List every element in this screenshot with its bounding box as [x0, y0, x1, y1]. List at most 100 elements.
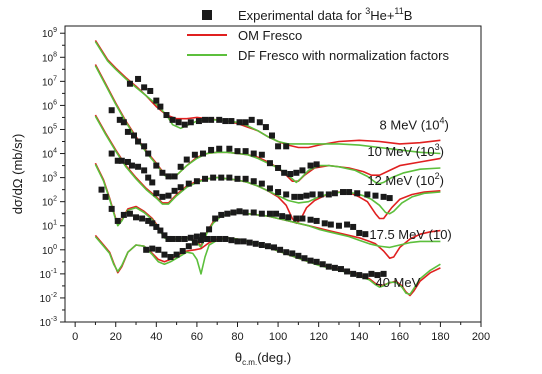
series-label-superscript: 4 — [440, 115, 445, 125]
data-point — [337, 266, 344, 273]
legend-label-superscript: 3 — [365, 6, 370, 16]
data-point — [230, 209, 237, 216]
y-tick-base: 10 — [42, 174, 54, 185]
data-point — [266, 185, 273, 192]
data-point — [181, 235, 188, 242]
y-tick-base: 10 — [42, 246, 54, 257]
data-point — [161, 251, 168, 258]
y-tick-base: 10 — [40, 318, 52, 329]
data-point — [283, 143, 290, 150]
data-point — [331, 190, 338, 197]
data-point — [362, 273, 369, 280]
data-point — [277, 246, 284, 253]
x-axis-label-subscript: c.m. — [242, 358, 257, 367]
series-label: 8 MeV (104) — [380, 115, 449, 132]
data-point — [193, 178, 200, 185]
y-tick-exponent: -3 — [51, 316, 57, 323]
data-point — [177, 163, 184, 170]
data-point — [208, 146, 215, 153]
data-point — [177, 184, 184, 191]
data-point — [319, 261, 326, 268]
data-point — [163, 112, 170, 119]
series-labels: 8 MeV (104)10 MeV (103)12 MeV (102)17.5 … — [367, 115, 451, 290]
data-point — [175, 235, 182, 242]
data-point — [309, 191, 316, 198]
data-point — [153, 162, 160, 169]
data-point — [350, 270, 357, 277]
data-point — [222, 118, 229, 125]
x-axis-label-rest: (deg.) — [257, 350, 291, 365]
data-point — [228, 237, 235, 244]
data-point — [252, 240, 259, 247]
series-label: 10 MeV (103) — [367, 142, 444, 159]
data-point — [240, 238, 247, 245]
y-tick-label: 106 — [42, 99, 57, 112]
data-point — [187, 119, 194, 126]
data-point — [344, 221, 351, 228]
data-point — [114, 157, 121, 164]
y-tick-base: 10 — [40, 270, 52, 281]
x-tick-label: 200 — [472, 331, 490, 343]
data-point — [108, 205, 115, 212]
data-point — [275, 143, 282, 150]
data-point — [258, 241, 265, 248]
data-point — [354, 190, 361, 197]
data-point — [307, 162, 314, 169]
y-tick-exponent: 0 — [53, 244, 57, 251]
data-point — [356, 272, 363, 279]
legend-label: OM Fresco — [238, 28, 302, 43]
data-point — [258, 180, 265, 187]
data-point — [124, 158, 131, 165]
data-point — [139, 215, 146, 222]
y-tick-label: 10-3 — [40, 316, 57, 329]
data-point — [246, 239, 253, 246]
data-point — [331, 264, 338, 271]
y-tick-label: 102 — [42, 196, 57, 209]
data-point — [291, 193, 298, 200]
data-point — [307, 216, 314, 223]
data-point — [153, 97, 160, 104]
data-point — [157, 103, 164, 110]
data-point — [299, 215, 306, 222]
data-point — [313, 217, 320, 224]
data-point — [102, 193, 109, 200]
y-axis-label: dσ/dΩ (mb/sr) — [10, 134, 25, 215]
data-points — [98, 75, 393, 280]
y-tick-label: 107 — [42, 75, 57, 88]
data-point — [149, 220, 156, 227]
series-label-text: 10 MeV (10 — [367, 144, 434, 159]
data-point — [287, 171, 294, 177]
data-point — [224, 210, 231, 217]
data-point — [218, 211, 225, 218]
data-point — [250, 178, 257, 185]
axes: 0 20 40 60 80 100 120 140 160 180 2001091081071061… — [10, 25, 490, 367]
series-label-text: 17.5 MeV (10) — [369, 227, 451, 242]
data-point — [185, 243, 192, 250]
data-point — [141, 167, 148, 174]
data-point — [283, 249, 290, 256]
y-tick-exponent: 8 — [53, 51, 57, 58]
data-point — [242, 148, 249, 155]
y-tick-exponent: -2 — [51, 292, 57, 299]
y-tick-base: 10 — [42, 77, 54, 88]
data-point — [181, 121, 188, 128]
data-point — [114, 217, 121, 224]
data-point — [175, 119, 182, 126]
data-point — [130, 132, 137, 139]
df-fresco-curve-4 — [94, 236, 441, 296]
data-point — [173, 251, 180, 258]
data-point — [250, 209, 257, 216]
data-point — [124, 128, 131, 135]
y-tick-label: 109 — [42, 27, 57, 40]
data-point — [183, 156, 190, 163]
x-tick-label: 60 — [191, 331, 203, 343]
data-point — [153, 190, 160, 197]
data-point — [149, 179, 156, 186]
data-point — [362, 231, 369, 238]
series-label: 40 MeV — [375, 275, 420, 290]
data-point — [208, 116, 215, 123]
data-point — [126, 210, 133, 217]
data-point — [191, 239, 198, 246]
y-tick-label: 108 — [42, 51, 57, 64]
data-point — [135, 163, 142, 170]
